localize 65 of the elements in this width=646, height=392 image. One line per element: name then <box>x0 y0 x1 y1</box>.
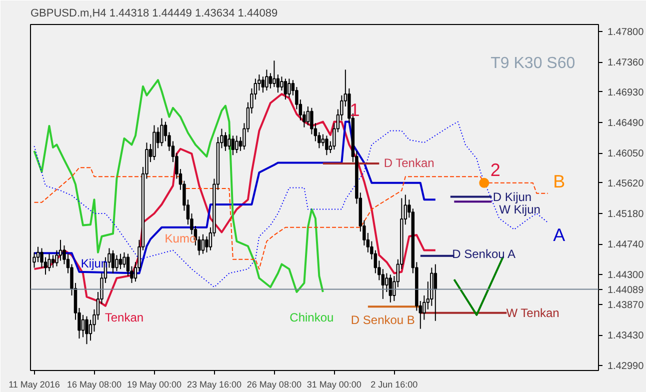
chart-title: GBPUSD.m,H4 1.44318 1.44449 1.43634 1.44089 <box>30 8 278 20</box>
line-series <box>33 120 436 274</box>
y-tick-label: 1.45620 <box>608 178 644 190</box>
x-tick-label: 16 May 08:00 <box>66 380 122 390</box>
annotation: Chinkou <box>290 310 334 325</box>
candlestick <box>261 76 265 94</box>
annotation: A <box>553 225 566 246</box>
y-tick-label: 1.47360 <box>608 58 644 69</box>
y-tick-label: 1.47800 <box>608 26 644 38</box>
x-tick-label: 11 May 2016 <box>8 380 60 390</box>
candlestick <box>306 106 310 126</box>
candlestick <box>81 314 85 338</box>
candlestick <box>235 135 238 154</box>
candlestick <box>280 76 284 92</box>
candlestick <box>201 234 205 254</box>
candlestick <box>58 239 62 262</box>
annotation: D Kijun <box>492 190 532 204</box>
candlestick <box>85 316 88 345</box>
x-tick-label: 19 May 00:00 <box>126 380 182 390</box>
candlestick <box>385 272 388 292</box>
annotation: B <box>553 172 566 192</box>
annotation: T9 K30 S60 <box>490 54 576 72</box>
candlestick <box>122 252 126 268</box>
annotation: D Tenkan <box>384 156 434 170</box>
candlestick <box>36 246 40 263</box>
candlestick <box>228 134 231 150</box>
candlestick <box>288 78 291 98</box>
y-tick-label: 1.46490 <box>608 118 644 129</box>
candlestick <box>51 254 55 268</box>
candlestick <box>231 135 235 156</box>
candlestick <box>224 132 228 152</box>
candlestick <box>115 254 118 272</box>
annotation: 1 <box>350 100 360 120</box>
annotation: W Tenkan <box>506 306 560 320</box>
candlestick <box>276 74 280 94</box>
y-tick-label: 1.42990 <box>608 361 644 372</box>
y-tick-label: 1.46050 <box>608 148 644 160</box>
x-tick-label: 23 May 16:00 <box>186 380 242 390</box>
y-tick-label: 1.45180 <box>608 208 644 220</box>
x-tick-label: 31 May 00:00 <box>306 380 362 390</box>
candlestick <box>48 253 51 272</box>
candlestick <box>381 268 385 300</box>
candlestick <box>321 134 325 147</box>
y-tick-label: 1.44740 <box>608 240 644 251</box>
candlestick <box>118 253 122 270</box>
candlestick <box>284 78 288 100</box>
annotation: 2 <box>490 160 500 180</box>
y-tick-label: 1.46930 <box>608 87 644 98</box>
candlestick <box>265 69 268 92</box>
candlestick <box>160 118 164 147</box>
x-tick-label: 26 May 08:00 <box>246 380 302 390</box>
ref-line-label: 1.44089 <box>608 284 644 296</box>
annotation: W Kijun <box>499 202 540 216</box>
x-tick-label: 2 Jun 16:00 <box>370 380 418 390</box>
line-series <box>34 121 548 288</box>
y-tick-label: 1.43430 <box>608 330 644 342</box>
y-tick-label: 1.43870 <box>608 300 644 311</box>
line-series <box>33 79 324 293</box>
candlestick <box>272 60 276 88</box>
candlestick <box>205 236 208 253</box>
candlestick <box>325 135 328 156</box>
annotation: D Senkou B <box>350 312 415 327</box>
y-tick-label: 1.44300 <box>608 270 644 282</box>
annotation: Tenkan <box>104 310 144 325</box>
candlestick <box>111 250 115 274</box>
